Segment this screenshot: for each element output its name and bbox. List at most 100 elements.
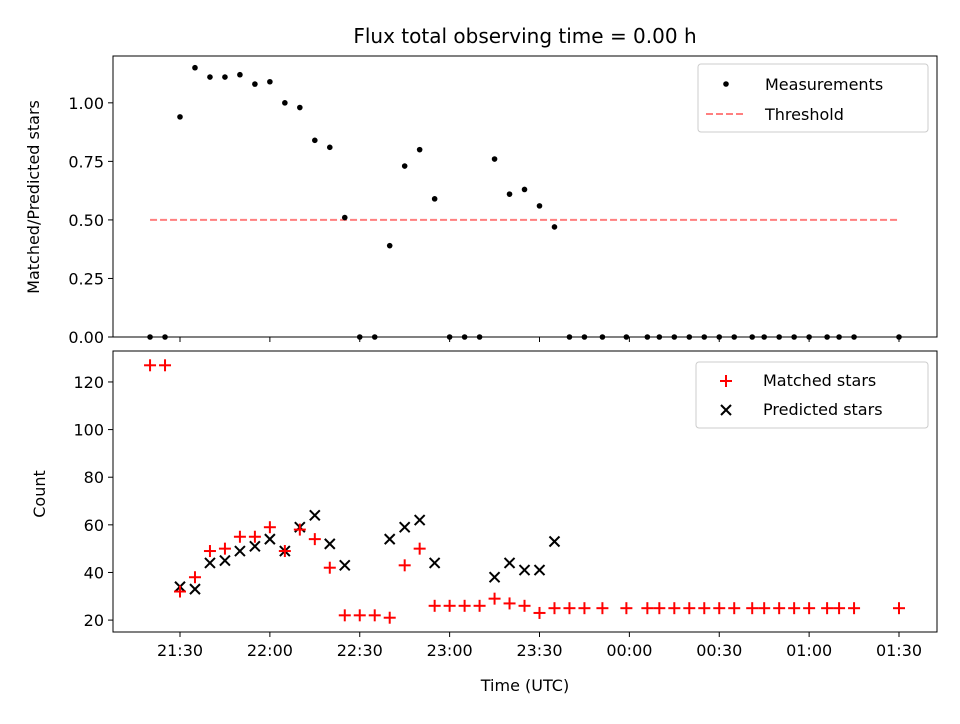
matched-point — [518, 599, 531, 612]
measurement-point — [282, 100, 288, 106]
measurement-point — [207, 74, 213, 80]
x-tick-label: 23:00 — [427, 641, 473, 660]
matched-point — [746, 602, 759, 615]
measurement-point — [656, 334, 663, 340]
chart-title: Flux total observing time = 0.00 h — [353, 24, 696, 48]
matched-point — [596, 602, 609, 615]
top-y-tick-label: 0.75 — [68, 152, 104, 171]
predicted-point — [249, 540, 261, 552]
matched-point — [443, 599, 456, 612]
predicted-point — [488, 571, 501, 583]
bottom-y-tick-label: 20 — [84, 611, 104, 630]
bottom-x-ticks: 21:30 22:00 22:30 23:00 23:30 00:00 00:30 01:00… — [157, 632, 922, 660]
x-tick-label: 22:30 — [337, 641, 383, 660]
measurement-point — [237, 71, 243, 78]
matched-point — [833, 602, 846, 615]
legend-threshold-label: Threshold — [764, 105, 844, 124]
predicted-point — [413, 514, 426, 526]
bottom-axes: 20 40 60 80 100 120 21:30 22:00 22:30 23:00 23:30… — [30, 350, 938, 695]
matched-point — [683, 602, 696, 615]
matched-point — [263, 521, 276, 534]
top-x-ticks — [179, 337, 900, 342]
top-y-tick-label: 0.25 — [68, 269, 104, 288]
predicted-point — [548, 535, 561, 548]
measurement-point — [623, 334, 630, 340]
matched-point — [293, 523, 306, 536]
matched-point — [203, 545, 216, 558]
legend-matched-marker — [720, 375, 732, 387]
matched-point — [821, 602, 834, 615]
matched-point — [563, 602, 576, 615]
predicted-point — [234, 545, 246, 557]
measurement-point — [761, 334, 767, 340]
measurement-point — [791, 334, 797, 340]
measurement-point — [446, 334, 453, 340]
bottom-marks — [144, 359, 905, 624]
matched-point — [641, 602, 654, 615]
measurement-point — [644, 334, 651, 340]
matched-point — [848, 602, 861, 615]
bottom-y-ticks: 20 40 60 80 100 120 — [73, 373, 113, 630]
measurement-point — [686, 334, 693, 340]
x-tick-label: 00:00 — [606, 641, 652, 660]
matched-point — [893, 602, 905, 615]
top-y-ticks: 0.00 0.25 0.50 0.75 1.00 — [68, 94, 113, 347]
matched-point — [174, 585, 186, 598]
predicted-point — [219, 554, 231, 567]
predicted-point — [204, 557, 216, 569]
measurement-point — [252, 81, 258, 87]
matched-point — [728, 602, 741, 615]
predicted-point — [533, 564, 546, 576]
predicted-point — [398, 521, 411, 533]
measurement-point — [431, 196, 438, 202]
matched-point — [218, 542, 231, 555]
measurement-point — [671, 334, 678, 340]
matched-point — [758, 602, 771, 615]
matched-point — [338, 609, 351, 622]
matched-point — [188, 571, 201, 584]
measurement-point — [536, 203, 543, 209]
bottom-axes-frame — [112, 350, 938, 633]
measurement-point — [731, 334, 738, 340]
predicted-point — [264, 533, 276, 545]
measurement-point — [312, 137, 318, 144]
top-axes-frame — [112, 55, 938, 338]
matched-point — [803, 602, 816, 615]
matched-point — [698, 602, 711, 615]
bottom-legend: Matched stars Predicted stars — [695, 361, 929, 429]
bottom-y-tick-label: 100 — [73, 421, 104, 440]
matched-point — [503, 597, 516, 610]
measurement-point — [461, 334, 468, 340]
predicted-point — [384, 533, 396, 545]
measurement-point — [356, 334, 363, 340]
predicted-point — [324, 538, 336, 550]
matched-point — [773, 602, 786, 615]
matched-point — [368, 609, 381, 622]
x-tick-label: 01:30 — [876, 641, 922, 660]
measurement-point — [806, 334, 812, 340]
measurement-point — [716, 334, 723, 340]
matched-point — [668, 602, 681, 615]
x-tick-label: 01:00 — [786, 641, 832, 660]
measurement-point — [177, 114, 183, 120]
measurement-point — [776, 334, 782, 340]
measurement-point — [701, 334, 708, 340]
legend-matched-label: Matched stars — [763, 371, 876, 390]
top-y-tick-label: 0.00 — [68, 328, 104, 347]
measurement-point — [506, 191, 513, 197]
measurement-point — [267, 78, 273, 85]
measurement-point — [521, 186, 528, 193]
legend-measurements-label: Measurements — [765, 75, 883, 94]
matched-point — [248, 530, 261, 543]
predicted-point — [518, 564, 531, 576]
matched-point — [353, 609, 366, 622]
matched-point — [788, 602, 801, 615]
top-y-tick-label: 0.50 — [68, 211, 104, 230]
x-tick-label: 22:00 — [247, 641, 293, 660]
measurement-point — [371, 334, 378, 340]
matched-point — [488, 592, 501, 605]
measurement-point — [551, 224, 558, 230]
measurement-point — [401, 163, 408, 169]
measurement-point — [491, 156, 498, 162]
